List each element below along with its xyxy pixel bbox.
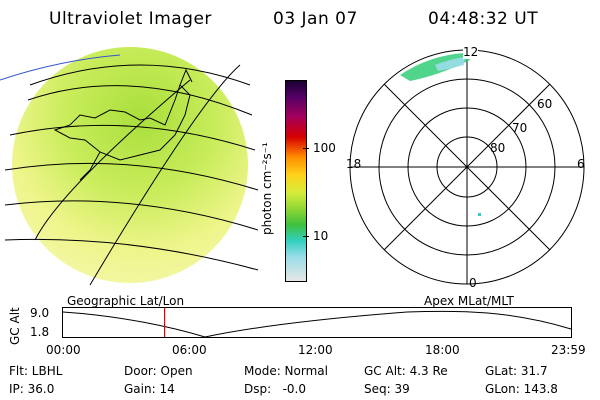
colorbar [285, 80, 307, 282]
info-flt: Flt: LBHL [9, 364, 63, 378]
mlt-label-6: 6 [577, 157, 585, 171]
timeline-right-label: Apex MLat/MLT [424, 294, 514, 308]
info-gain: Gain: 14 [124, 382, 175, 396]
info-glat: GLat: 31.7 [485, 364, 548, 378]
geographic-image [0, 47, 259, 286]
timeline-frame [62, 307, 572, 338]
timeline-left-label: Geographic Lat/Lon [67, 294, 185, 308]
timeline-y-tick-low: 1.8 [30, 325, 50, 339]
colorbar-label-100: 100 [313, 141, 336, 155]
colorbar-tick-10 [303, 236, 309, 237]
polar-plot [349, 49, 585, 285]
info-ip: IP: 36.0 [9, 382, 55, 396]
lat-label-80: 80 [490, 141, 506, 155]
header-date: 03 Jan 07 [273, 9, 358, 29]
info-seq: Seq: 39 [364, 382, 410, 396]
auroral-patch [400, 53, 470, 81]
info-door: Door: Open [124, 364, 193, 378]
timeline-y-title: GC Alt [8, 307, 22, 345]
colorbar-label-10: 10 [313, 229, 329, 243]
info-glon: GLon: 143.8 [485, 382, 558, 396]
polar-diagonal-2 [383, 83, 551, 251]
info-dsp: Dsp: -0.0 [244, 382, 307, 396]
timeline-x-tick-2: 12:00 [298, 343, 333, 357]
altitude-timeline [62, 307, 572, 338]
geo-grid-lines [4, 64, 259, 286]
coastline [53, 68, 193, 181]
colorbar-unit-text: photon cm⁻²s⁻¹ [260, 142, 274, 235]
timeline-x-tick-0: 00:00 [46, 343, 81, 357]
timeline-y-tick-high: 9.0 [30, 306, 50, 320]
lat-label-60: 60 [537, 97, 553, 111]
mlt-label-0: 0 [469, 276, 477, 290]
altitude-curve [62, 310, 572, 338]
info-gc-alt: GC Alt: 4.3 Re [364, 364, 448, 378]
lat-label-70: 70 [512, 121, 528, 135]
header-time: 04:48:32 UT [428, 9, 539, 29]
info-mode: Mode: Normal [244, 364, 328, 378]
colorbar-tick-100 [303, 148, 309, 149]
timeline-x-tick-1: 06:00 [172, 343, 207, 357]
mlt-label-12: 12 [463, 45, 479, 59]
app-title: Ultraviolet Imager [49, 9, 212, 29]
timeline-x-tick-4: 23:59 [551, 343, 586, 357]
mlt-label-18: 18 [346, 157, 362, 171]
timeline-x-tick-3: 18:00 [425, 343, 460, 357]
